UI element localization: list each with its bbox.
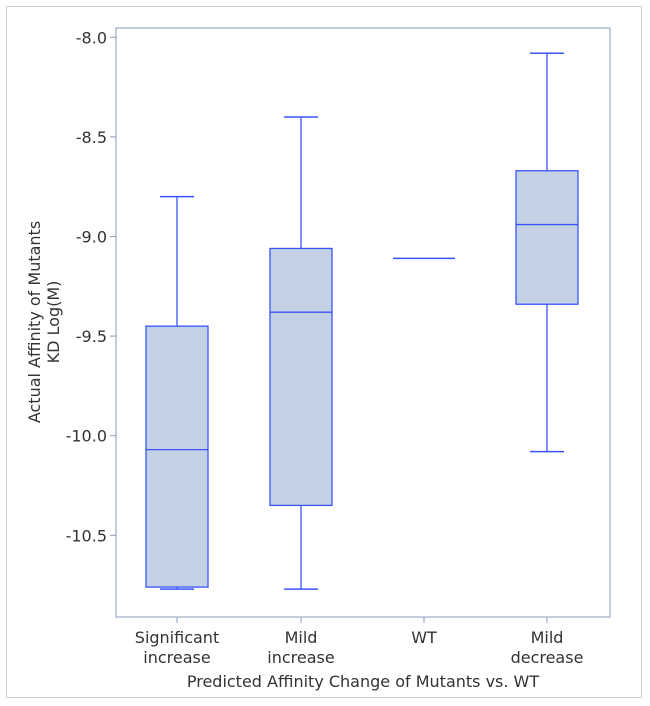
iqr-box: [269, 247, 333, 507]
x-axis-title: Predicted Affinity Change of Mutants vs.…: [187, 672, 540, 691]
y-tick-label: -10.5: [66, 526, 107, 545]
y-axis-title-line1: Actual Affinity of Mutants: [25, 221, 44, 423]
y-axis-title-line2: KD Log(M): [44, 281, 63, 364]
iqr-box: [515, 170, 579, 305]
x-tick-label: increase: [267, 648, 334, 667]
y-tick-label: -8.5: [76, 128, 107, 147]
x-tick-label: decrease: [511, 648, 584, 667]
x-tick-label: Mild: [531, 628, 564, 647]
iqr-box: [145, 325, 209, 588]
box-0: [145, 195, 209, 590]
chart-frame: [6, 6, 642, 698]
x-tick-label: Mild: [285, 628, 318, 647]
plot-area: [115, 27, 611, 618]
y-tick-label: -8.0: [76, 28, 107, 47]
y-tick-label: -10.0: [66, 427, 107, 446]
x-tick-label: WT: [411, 628, 437, 647]
x-tick-label: increase: [143, 648, 210, 667]
box-1: [269, 116, 333, 590]
box-3: [515, 52, 579, 453]
x-tick-label: Significant: [135, 628, 219, 647]
y-tick-label: -9.5: [76, 327, 107, 346]
y-tick-label: -9.0: [76, 228, 107, 247]
